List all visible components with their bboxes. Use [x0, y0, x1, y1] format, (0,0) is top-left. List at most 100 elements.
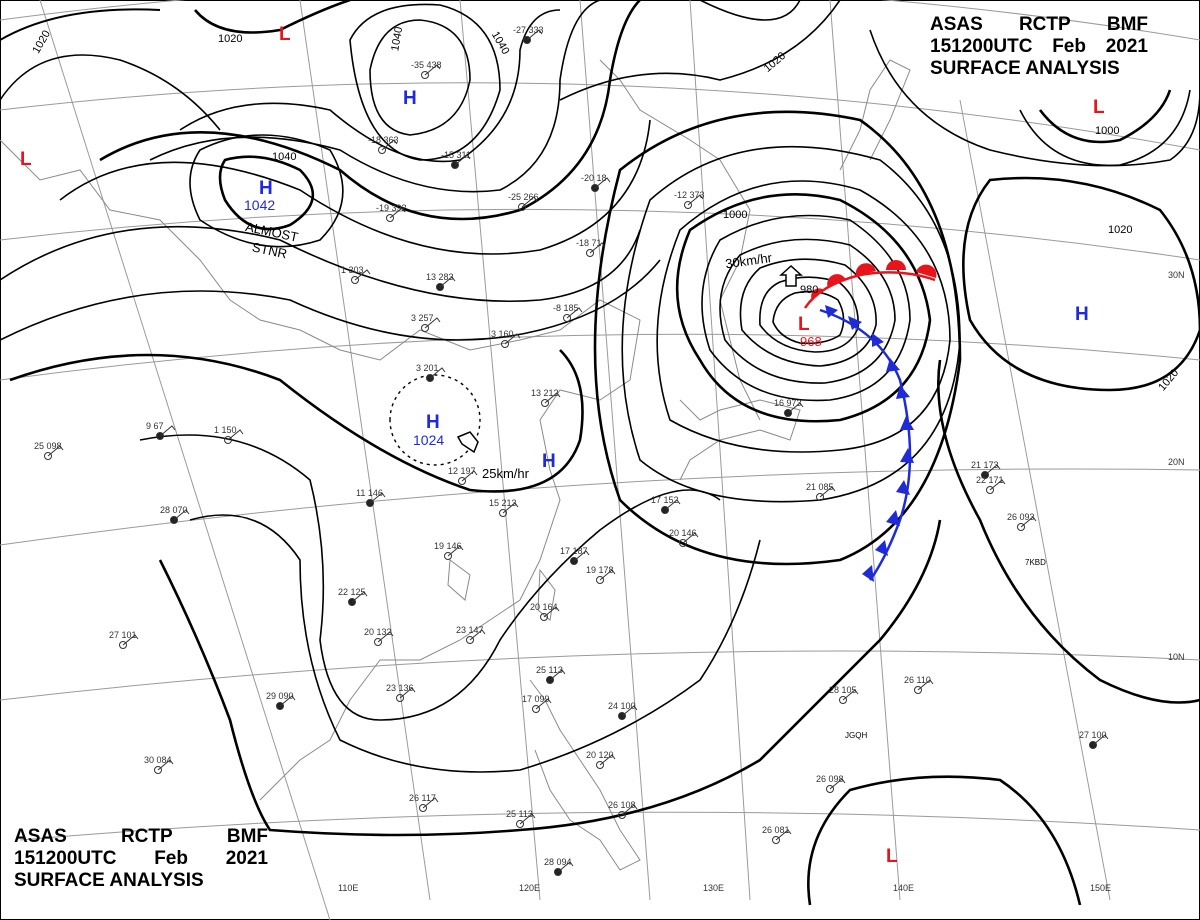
station-plot-label: 26 117 — [409, 793, 436, 803]
wind-barb — [173, 509, 190, 521]
title-product: SURFACE ANALYSIS — [14, 870, 204, 891]
lon-label-130e: 130E — [703, 883, 724, 893]
isobar — [218, 155, 315, 231]
station-circle — [1017, 523, 1025, 531]
station-circle — [466, 636, 474, 644]
isobar-label: 1020 — [218, 33, 242, 45]
title-month: Feb — [154, 848, 188, 869]
wind-barb — [351, 591, 368, 603]
title-year: 2021 — [225, 848, 268, 869]
station-plot-label: 17 152 — [651, 495, 679, 505]
isobar — [194, 0, 351, 34]
station-plot-label: 3 257 — [411, 313, 434, 323]
station-symbols — [44, 29, 1109, 876]
lat-label-10n: 10N — [1168, 652, 1185, 662]
movement-arrow-968 — [779, 264, 803, 287]
station-plot-label: 21 173 — [971, 460, 999, 470]
isobar — [937, 359, 1200, 704]
isobar — [179, 9, 561, 163]
wind-barb — [227, 429, 244, 441]
high-center: H — [426, 412, 440, 433]
station-plot-label: 20 132 — [364, 627, 392, 637]
station-plot-label: -18 71 — [576, 238, 602, 248]
high-center: H — [1075, 304, 1089, 325]
station-circle — [563, 314, 571, 322]
station-plot-label: 15 213 — [489, 498, 517, 508]
movement-arrows — [456, 264, 803, 454]
station-plot-label: 16 973 — [774, 398, 802, 408]
low-center: L — [1093, 97, 1105, 118]
wind-barb — [687, 194, 704, 206]
station-circle — [816, 493, 824, 501]
station-circle — [914, 686, 922, 694]
station-plot-label: 26 093 — [1007, 512, 1035, 522]
station-circle — [618, 811, 626, 819]
station-circle — [772, 836, 780, 844]
station-circle — [421, 324, 429, 332]
station-circle — [154, 766, 162, 774]
station-plot-label: 21 085 — [806, 482, 834, 492]
wind-barb — [422, 797, 439, 809]
isobar — [759, 276, 859, 353]
isobar — [99, 0, 641, 221]
wind-barb — [381, 139, 398, 151]
isobar — [962, 176, 1200, 392]
wind-barb — [544, 392, 561, 404]
wind-barb — [519, 813, 536, 825]
station-plot-label: 25 113 — [506, 809, 533, 819]
station-circle — [540, 613, 548, 621]
station-circle — [679, 539, 687, 547]
wind-barb — [549, 669, 566, 681]
station-plot-label: 1 150 — [214, 425, 237, 435]
station-plot-label: 20 120 — [586, 750, 614, 760]
isobar-label: 1000 — [723, 209, 747, 221]
station-plot-label: -19 392 — [376, 203, 407, 213]
station-plot-label: 20 164 — [530, 602, 558, 612]
station-plot-label: 26 098 — [816, 774, 844, 784]
wind-barb — [47, 445, 64, 457]
station-circle — [826, 785, 834, 793]
wind-barb — [829, 778, 846, 790]
station-circle — [374, 638, 382, 646]
isobar — [593, 110, 962, 566]
high-center-value: 1024 — [413, 432, 444, 448]
station-id-jgqh: JGQH — [845, 731, 867, 740]
station-plot-label: 27 100 — [1079, 730, 1107, 740]
low-center: L — [279, 24, 291, 45]
high-center-value: 1042 — [244, 197, 275, 213]
station-plot-label: 30 084 — [144, 755, 172, 765]
station-plot-label: -15 311 — [441, 150, 471, 160]
wind-barb — [439, 276, 456, 288]
wind-barb — [377, 631, 394, 643]
station-plot-label: 29 090 — [266, 691, 294, 701]
wind-barb — [447, 545, 464, 557]
wind-barb — [389, 207, 406, 219]
station-circle — [532, 705, 540, 713]
station-circle — [378, 146, 386, 154]
station-plot-label: 26 108 — [608, 800, 636, 810]
title-year: 2021 — [1105, 36, 1148, 57]
high-center: H — [403, 88, 417, 109]
warm-front — [803, 260, 937, 309]
isobar — [0, 54, 221, 131]
wind-barb — [526, 29, 543, 41]
station-id-7kbd: 7KBD — [1025, 558, 1046, 567]
coastlines — [0, 59, 911, 871]
station-plot-label: 26 081 — [762, 825, 790, 835]
wind-barb — [599, 569, 616, 581]
high-center: H — [542, 451, 556, 472]
isobar — [656, 180, 951, 453]
wind-barb — [369, 492, 386, 504]
speed-label-25: 25km/hr — [482, 466, 530, 481]
wind-barb — [566, 307, 583, 319]
pressure-centers: H H 1042 H 1024 H H L L L L 968 L — [20, 24, 1105, 867]
isobar — [0, 8, 161, 41]
graticule-labels: 110E 120E 130E 140E 150E 30N 20N 10N — [338, 270, 1185, 893]
lon-label-140e: 140E — [893, 883, 914, 893]
low-center-value: 968 — [800, 334, 822, 349]
wind-barb — [557, 861, 574, 873]
isobar — [158, 519, 942, 837]
wind-barb — [354, 269, 371, 281]
wind-barb — [469, 629, 486, 641]
